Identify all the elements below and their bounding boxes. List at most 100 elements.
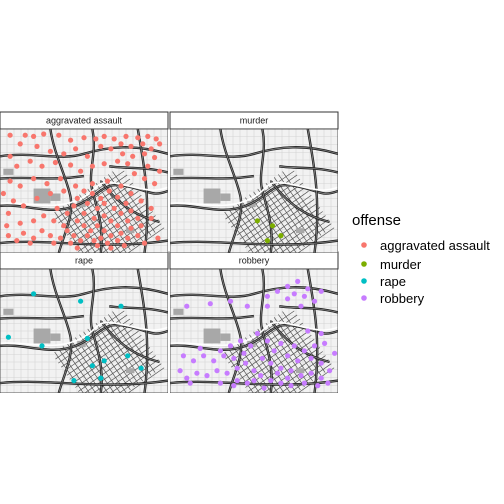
point-aggravated-assault xyxy=(20,203,27,209)
point-rape xyxy=(30,291,37,297)
point-aggravated-assault xyxy=(68,162,74,168)
point-robbery xyxy=(311,343,318,349)
legend-label-rape: rape xyxy=(380,274,406,289)
downtown-street xyxy=(225,170,295,220)
point-aggravated-assault xyxy=(81,223,87,229)
point-aggravated-assault xyxy=(57,235,64,241)
point-aggravated-assault xyxy=(104,240,111,246)
downtown-street xyxy=(66,343,111,393)
point-robbery xyxy=(318,360,324,366)
point-robbery xyxy=(325,380,331,386)
downtown-street xyxy=(55,310,125,360)
point-aggravated-assault xyxy=(157,141,163,147)
legend: offense aggravated assault murder rape r… xyxy=(352,212,490,306)
point-robbery xyxy=(285,375,291,381)
point-aggravated-assault xyxy=(128,190,134,197)
downtown-street xyxy=(253,331,297,393)
point-aggravated-assault xyxy=(145,133,151,139)
downtown-street xyxy=(95,182,139,245)
points-murder xyxy=(254,218,284,244)
point-aggravated-assault xyxy=(152,154,158,161)
legend-swatch-robbery xyxy=(361,295,367,301)
point-robbery xyxy=(264,293,270,299)
downtown-street xyxy=(95,227,165,253)
highway-inner xyxy=(0,175,85,179)
downtown-street xyxy=(253,191,297,253)
downtown-street xyxy=(261,185,305,248)
point-aggravated-assault xyxy=(94,223,100,229)
point-aggravated-assault xyxy=(135,215,141,221)
point-aggravated-assault xyxy=(30,218,37,224)
point-aggravated-assault xyxy=(148,146,154,152)
map-block xyxy=(296,368,305,374)
point-aggravated-assault xyxy=(128,225,134,231)
point-robbery xyxy=(254,330,260,337)
downtown-street xyxy=(66,326,136,376)
river xyxy=(0,181,168,207)
point-robbery xyxy=(274,370,281,376)
point-robbery xyxy=(288,368,294,374)
legend-key-robbery: robbery xyxy=(361,291,425,306)
downtown-street xyxy=(261,325,305,388)
downtown-street xyxy=(245,197,289,253)
point-aggravated-assault xyxy=(54,205,60,211)
map-block xyxy=(3,308,14,315)
legend-key-rape: rape xyxy=(361,274,406,289)
point-robbery xyxy=(224,370,230,376)
map-block xyxy=(296,228,305,234)
highway-inner xyxy=(0,286,168,298)
downtown-street xyxy=(265,227,335,253)
point-aggravated-assault xyxy=(30,133,37,139)
highway-inner xyxy=(307,269,318,393)
downtown-street xyxy=(253,211,323,253)
point-robbery xyxy=(241,350,247,356)
point-robbery xyxy=(301,380,307,386)
facet-strip-rape: rape xyxy=(0,251,169,270)
downtown-street xyxy=(245,337,289,393)
point-aggravated-assault xyxy=(20,230,27,236)
point-aggravated-assault xyxy=(94,243,100,249)
point-robbery xyxy=(278,380,284,386)
point-aggravated-assault xyxy=(34,195,40,201)
point-aggravated-assault xyxy=(118,141,124,147)
downtown-street xyxy=(236,326,306,376)
highway-inner xyxy=(0,146,168,158)
point-aggravated-assault xyxy=(81,188,87,194)
point-aggravated-assault xyxy=(141,176,148,182)
highway-inner xyxy=(0,324,168,351)
point-aggravated-assault xyxy=(138,223,144,229)
point-robbery xyxy=(251,368,257,374)
point-robbery xyxy=(177,368,183,374)
point-robbery xyxy=(201,353,207,359)
downtown-street xyxy=(83,211,153,253)
downtown-street xyxy=(66,186,136,236)
point-robbery xyxy=(180,353,186,359)
point-robbery xyxy=(264,303,270,309)
downtown-street xyxy=(239,190,309,240)
highway-inner xyxy=(220,269,242,393)
point-aggravated-assault xyxy=(14,163,20,169)
point-robbery xyxy=(258,373,264,379)
point-aggravated-assault xyxy=(125,235,131,241)
point-robbery xyxy=(261,385,267,391)
point-aggravated-assault xyxy=(74,245,80,251)
downtown-street xyxy=(240,340,285,393)
point-robbery xyxy=(227,298,234,304)
point-aggravated-assault xyxy=(61,223,67,229)
point-murder xyxy=(264,238,270,244)
point-aggravated-assault xyxy=(57,176,64,182)
point-robbery xyxy=(327,368,333,374)
downtown-street xyxy=(262,223,332,253)
point-aggravated-assault xyxy=(27,240,33,246)
point-robbery xyxy=(217,348,223,354)
highway-inner xyxy=(270,320,330,363)
downtown-street xyxy=(240,200,285,253)
basemap-tiles xyxy=(170,269,338,393)
point-robbery xyxy=(217,380,223,386)
map-block xyxy=(50,333,61,341)
point-aggravated-assault xyxy=(64,210,70,216)
point-robbery xyxy=(301,293,307,299)
facet-strip-aggravated-assault: aggravated assault xyxy=(0,111,169,130)
point-robbery xyxy=(268,378,274,384)
map-block xyxy=(33,328,51,344)
